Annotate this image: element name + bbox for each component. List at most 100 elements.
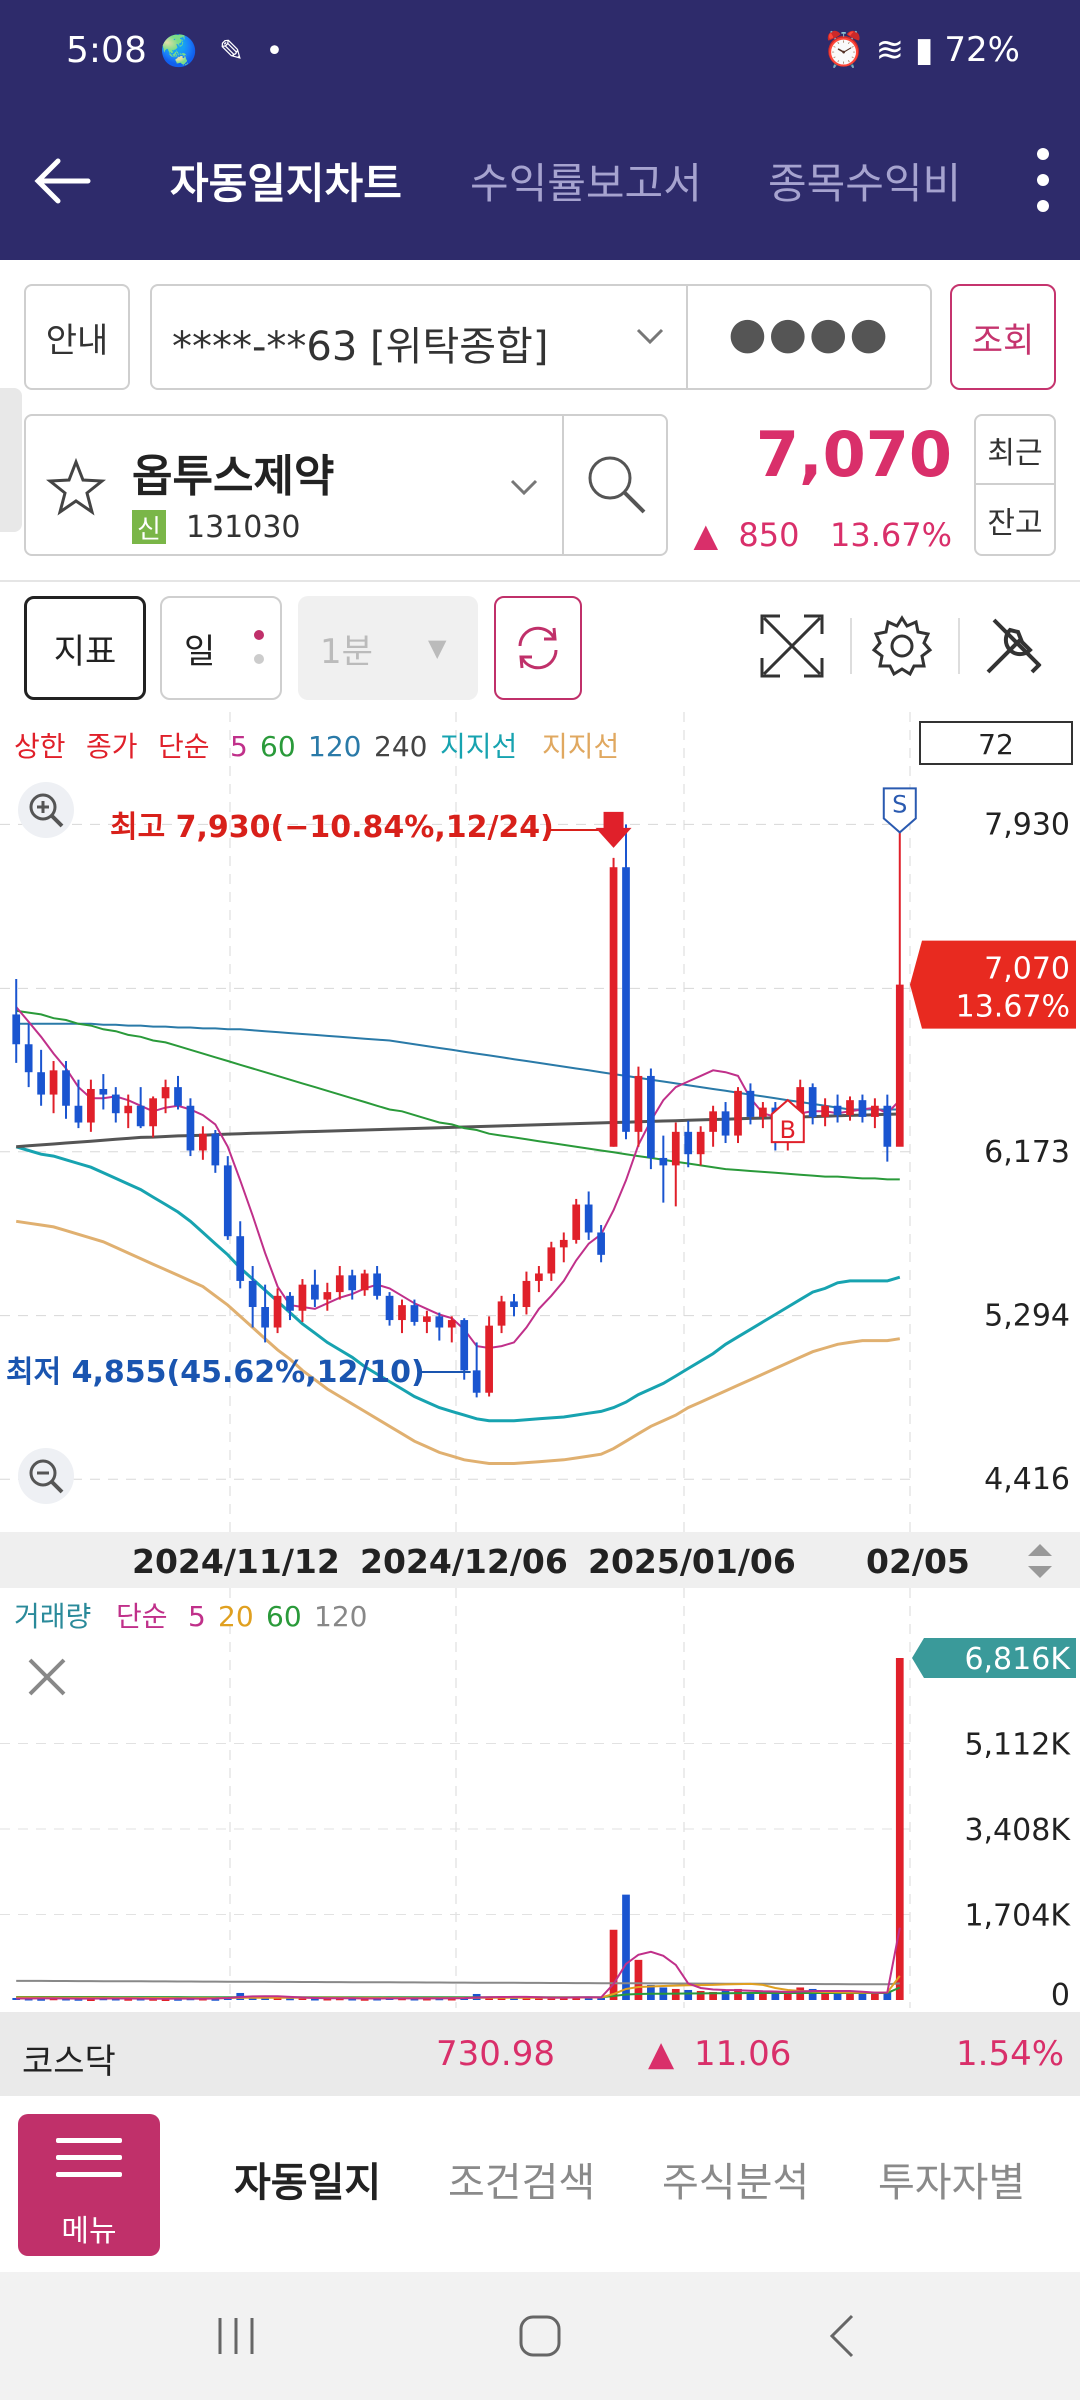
divider: [686, 286, 688, 388]
index-value: 730.98: [436, 2034, 555, 2074]
volume-bar: [634, 1959, 643, 2000]
period-selector[interactable]: 일: [160, 596, 282, 700]
volume-bar: [871, 1992, 879, 2000]
quick-buttons: 최근 잔고: [974, 414, 1056, 556]
candle: [261, 1307, 269, 1328]
close-icon: [28, 1658, 66, 1696]
candle: [597, 1232, 605, 1255]
volume-bar: [323, 1998, 332, 2001]
current-price: 7,070: [755, 418, 952, 491]
volume-bar: [858, 1993, 867, 2000]
candle: [174, 1087, 182, 1106]
home-icon[interactable]: [516, 2312, 564, 2360]
candle: [223, 1165, 232, 1237]
candle: [62, 1070, 70, 1106]
candle: [348, 1275, 357, 1291]
volume-bar: [74, 1998, 83, 2001]
nav-investor[interactable]: 투자자별: [878, 2160, 1026, 2206]
volume-bar: [522, 1997, 531, 2000]
divider: [562, 416, 564, 554]
candle: [12, 1014, 21, 1045]
volume-chart[interactable]: 거래량 단순 5 20 60 120 6,816K 5,112K 3,408K 1,704K 0: [0, 1588, 1080, 2008]
status-right: ⏰ ≋ ▮ 72%: [822, 30, 1020, 70]
recent-apps-icon[interactable]: [214, 2316, 258, 2356]
volume-bar: [37, 1998, 45, 2001]
password-field[interactable]: ●●●●: [728, 308, 890, 359]
nav-stock-analysis[interactable]: 주식분석: [662, 2160, 810, 2206]
up-triangle-icon: ▲: [693, 516, 719, 554]
legend-item: 5: [188, 1600, 206, 1633]
volume-bar: [360, 1998, 369, 2001]
indicator-button[interactable]: 지표: [24, 596, 146, 700]
candle: [895, 984, 904, 1147]
high-label: 최고 7,930(−10.84%,12/24): [110, 810, 554, 845]
volume-bar: [584, 1997, 593, 2000]
stock-selector[interactable]: 옵투스제약 신 131030: [24, 414, 668, 556]
volume-bar: [423, 1998, 431, 2001]
volume-bar: [447, 1998, 456, 2001]
tab-return-report[interactable]: 수익률보고서: [470, 159, 702, 208]
more-options-icon[interactable]: [1028, 140, 1058, 230]
gear-icon[interactable]: [862, 606, 942, 686]
index-ticker[interactable]: 코스닥 730.98 ▲ 11.06 1.54%: [0, 2012, 1080, 2096]
candle: [360, 1273, 369, 1291]
resize-handle-icon[interactable]: [1020, 1538, 1060, 1584]
y-tick: 0: [1051, 1978, 1070, 2008]
ma5-line: [15, 1006, 901, 1350]
support-line-1: [15, 1145, 901, 1423]
star-icon[interactable]: [46, 458, 106, 518]
date-axis: 2024/11/12 2024/12/06 2025/01/06 02/05: [0, 1532, 1080, 1588]
status-bar: 5:08 🌏 ✎ • ⏰ ≋ ▮ 72%: [0, 0, 1080, 110]
chevron-down-icon: [636, 328, 664, 345]
nav-condition-search[interactable]: 조건검색: [448, 2160, 596, 2206]
price-chart[interactable]: 상한 종가 단순 5 60 120 240 지지선 지지선 72 최고 7,930(−10.84%,…: [0, 712, 1080, 1532]
bottom-nav: 메뉴 자동일지 조건검색 주식분석 투자자별: [0, 2096, 1080, 2272]
candle: [373, 1273, 381, 1296]
tools-icon[interactable]: [974, 606, 1054, 686]
volume-bar: [410, 1998, 419, 2001]
balance-button[interactable]: 잔고: [987, 505, 1043, 541]
divider: [850, 618, 852, 674]
menu-button[interactable]: 메뉴: [18, 2114, 160, 2256]
side-drawer-handle[interactable]: [0, 388, 22, 532]
candle: [709, 1111, 717, 1132]
y-tick: 4,416: [984, 1462, 1070, 1497]
refresh-button[interactable]: [494, 596, 582, 700]
candle: [87, 1088, 95, 1123]
volume-bar: [286, 1998, 294, 2001]
ma120-line: [16, 1022, 900, 1111]
tab-auto-journal-chart[interactable]: 자동일지차트: [170, 159, 402, 208]
back-arrow-icon[interactable]: [28, 146, 98, 216]
back-icon[interactable]: [822, 2312, 862, 2360]
candle: [510, 1301, 518, 1308]
volume-bar: [174, 1998, 182, 2001]
account-selector[interactable]: ****-**63 [위탁종합] ●●●●: [150, 284, 932, 390]
title-bar: 자동일지차트 수익률보고서 종목수익비: [0, 110, 1080, 260]
refresh-icon: [518, 626, 558, 670]
x-tick: 2024/12/06: [360, 1542, 568, 1581]
search-icon[interactable]: [582, 450, 652, 520]
volume-bar: [647, 1984, 655, 2000]
minute-selector[interactable]: 1분 ▼: [298, 596, 478, 700]
legend-item: 120: [308, 730, 361, 763]
volume-bar: [684, 1989, 693, 2000]
recent-button[interactable]: 최근: [976, 416, 1054, 485]
candle: [734, 1090, 742, 1136]
query-button[interactable]: 조회: [950, 284, 1056, 390]
volume-bar: [161, 1998, 170, 2001]
volume-bar: [87, 1998, 95, 2001]
nav-auto-journal[interactable]: 자동일지: [234, 2160, 382, 2206]
fullscreen-icon[interactable]: [752, 606, 832, 686]
low-label: 최저 4,855(45.62%,12/10): [6, 1355, 425, 1390]
candle: [497, 1301, 506, 1326]
tab-stock-return[interactable]: 종목수익비: [768, 159, 962, 208]
y-tick: 7,930: [984, 807, 1070, 842]
volume-bar: [721, 1989, 730, 2000]
candle: [833, 1105, 842, 1116]
volume-bar: [547, 1997, 556, 2000]
candle: [435, 1316, 444, 1328]
legend-item: 지지선: [440, 730, 517, 763]
candle: [423, 1316, 431, 1322]
zoom-lens: [29, 1459, 57, 1487]
guide-button[interactable]: 안내: [24, 284, 130, 390]
